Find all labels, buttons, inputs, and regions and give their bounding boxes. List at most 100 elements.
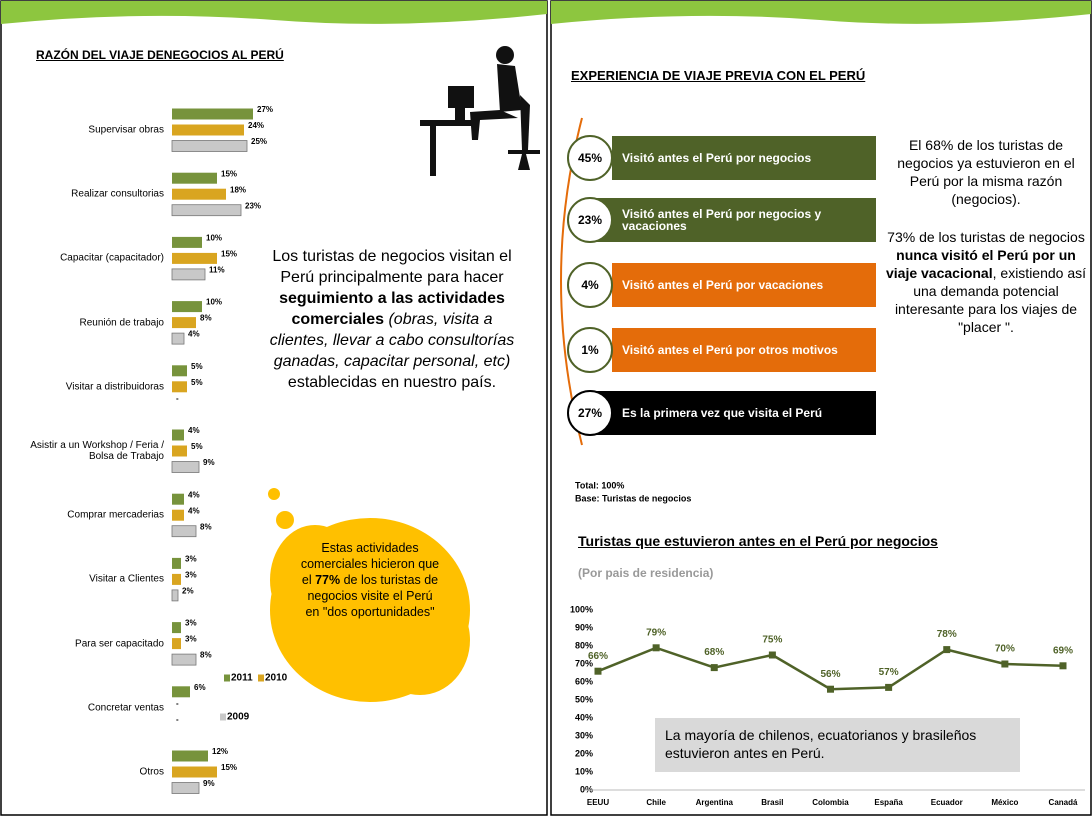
value-label: 4%: [188, 330, 200, 339]
value-label: 4%: [188, 506, 200, 515]
category-label: Visitar a distribuidoras: [4, 381, 164, 392]
value-label: 12%: [212, 747, 228, 756]
point: [595, 668, 602, 675]
text-part: 73% de los turistas de negocios: [887, 229, 1085, 245]
y-tick-label: 80%: [575, 640, 593, 650]
note: 73% de los turistas de negocios nunca vi…: [884, 228, 1088, 336]
value-label: 27%: [257, 105, 273, 114]
bar: [172, 622, 181, 633]
value-label: 4%: [188, 490, 200, 499]
y-tick-label: 20%: [575, 748, 593, 758]
bar: [172, 590, 178, 601]
percent: 4%: [568, 278, 612, 292]
bar: [172, 125, 244, 136]
x-tick-label: Ecuador: [931, 798, 963, 807]
bar: [172, 269, 205, 280]
bar: [172, 654, 196, 665]
percent: 27%: [568, 406, 612, 420]
value-label: 56%: [820, 669, 840, 680]
value-label: 5%: [191, 378, 203, 387]
category-label: Realizar consultorias: [4, 189, 164, 200]
value-label: 69%: [1053, 645, 1073, 656]
legend-swatch: [220, 714, 226, 721]
bar: [172, 462, 199, 473]
note: El 68% de los turistas de negocios ya es…: [884, 136, 1088, 208]
text-part: 77%: [315, 573, 340, 587]
bar: [172, 333, 184, 344]
base: Base: Turistas de negocios: [575, 493, 691, 503]
legend-label: 2011: [231, 673, 253, 684]
value-label: 5%: [191, 442, 203, 451]
value-label: 3%: [185, 619, 197, 628]
value-label: 6%: [194, 683, 206, 692]
text-part: establecidas en nuestro país.: [288, 374, 496, 391]
text-part: Los turistas de negocios visitan el Perú…: [272, 248, 511, 286]
value-label: 9%: [203, 779, 215, 788]
percent: 23%: [568, 213, 612, 227]
point: [827, 686, 834, 693]
value-label: 9%: [203, 458, 215, 467]
value-label: -: [176, 394, 179, 403]
category-label: Supervisar obras: [4, 125, 164, 136]
point: [943, 646, 950, 653]
banner: [551, 1, 1091, 24]
x-tick-label: Chile: [646, 798, 666, 807]
item-label: Visitó antes el Perú por vacaciones: [622, 279, 852, 291]
bar: [172, 189, 226, 200]
annotation-box: La mayoría de chilenos, ecuatorianos y b…: [655, 718, 1020, 772]
bar: [172, 767, 217, 778]
y-tick-label: 90%: [575, 622, 593, 632]
point: [653, 644, 660, 651]
bar: [172, 173, 217, 184]
value-label: 4%: [188, 426, 200, 435]
bar: [172, 783, 199, 794]
y-tick-label: 10%: [575, 766, 593, 776]
bar: [172, 141, 247, 152]
category-label: Visitar a Clientes: [4, 574, 164, 585]
category-label: Comprar mercaderias: [4, 510, 164, 521]
legend-label: 2010: [265, 673, 288, 684]
value-label: 8%: [200, 314, 212, 323]
point: [885, 684, 892, 691]
y-tick-label: 100%: [570, 604, 593, 614]
bar: [172, 430, 184, 441]
y-tick-label: 40%: [575, 712, 593, 722]
businessman-icon: [420, 46, 540, 176]
point: [1060, 662, 1067, 669]
value-label: 23%: [245, 201, 261, 210]
bar: [172, 237, 202, 248]
value-label: 24%: [248, 121, 264, 130]
category-label: Para ser capacitado: [4, 638, 164, 649]
chart-subtitle: (Por pais de residencia): [578, 566, 713, 580]
value-label: 70%: [995, 644, 1015, 655]
value-label: -: [176, 699, 179, 708]
bar: [172, 253, 217, 264]
value-label: 10%: [206, 234, 222, 243]
cloud-text: Estas actividades comerciales hicieron q…: [300, 540, 440, 620]
bar: [172, 558, 181, 569]
bar: [172, 301, 202, 312]
x-tick-label: Canadá: [1049, 798, 1078, 807]
value-label: 2%: [182, 587, 194, 596]
x-tick-label: México: [991, 798, 1018, 807]
canvas: Total: 100% Base: Turistas de negocios 2…: [0, 0, 1092, 816]
value-label: 15%: [221, 250, 237, 259]
legend-label: 2009: [227, 712, 250, 723]
point: [769, 652, 776, 659]
bar: [172, 638, 181, 649]
item-label: Visitó antes el Perú por otros motivos: [622, 344, 852, 356]
bar: [172, 526, 196, 537]
value-label: 57%: [879, 667, 899, 678]
y-tick-label: 30%: [575, 730, 593, 740]
item-label: Es la primera vez que visita el Perú: [622, 407, 852, 419]
x-tick-label: Argentina: [696, 798, 734, 807]
x-tick-label: Brasil: [761, 798, 783, 807]
value-label: 15%: [221, 169, 237, 178]
category-label: Concretar ventas: [4, 702, 164, 713]
chart-title: RAZÓN DEL VIAJE DENEGOCIOS AL PERÚ: [36, 48, 284, 62]
item-label: Visitó antes el Perú por negocios: [622, 152, 852, 164]
value-label: 25%: [251, 137, 267, 146]
value-label: 11%: [209, 266, 225, 275]
bar: [172, 381, 187, 392]
bar: [172, 317, 196, 328]
